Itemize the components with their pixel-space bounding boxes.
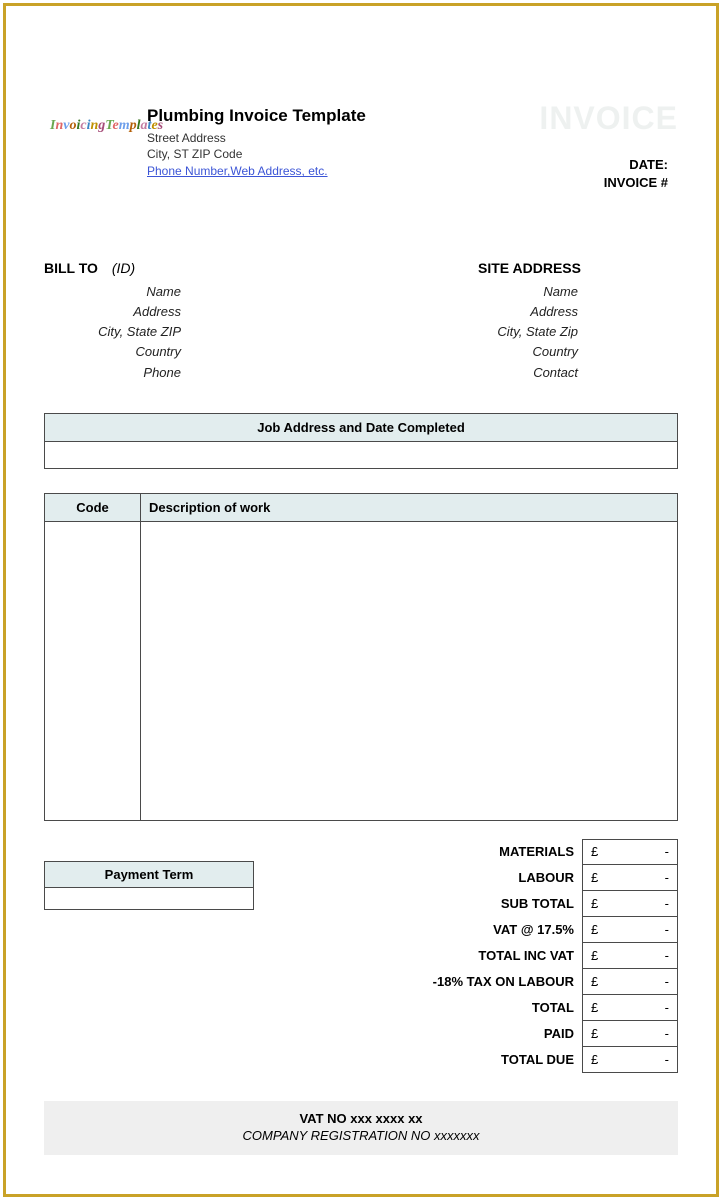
invoice-number-label: INVOICE # — [604, 174, 668, 192]
bill-to-heading: BILL TO (ID) — [44, 260, 341, 276]
bill-to-address: Address — [44, 302, 181, 322]
bill-to-phone: Phone — [44, 363, 181, 383]
currency-symbol: £ — [591, 896, 598, 911]
site-address-block: SITE ADDRESS Name Address City, State Zi… — [381, 260, 678, 383]
company-address-2: City, ST ZIP Code — [147, 146, 407, 162]
invoice-meta: DATE: INVOICE # — [604, 156, 668, 191]
totals-cell: £- — [582, 943, 678, 969]
totals-cell: £- — [582, 865, 678, 891]
currency-symbol: £ — [591, 1000, 598, 1015]
vat-no: VAT NO xxx xxxx xx — [44, 1111, 678, 1126]
totals-cell: £- — [582, 1047, 678, 1073]
totals-cell: £- — [582, 969, 678, 995]
work-table: Code Description of work — [44, 493, 678, 821]
footer-box: VAT NO xxx xxxx xx COMPANY REGISTRATION … — [44, 1101, 678, 1155]
totals-row: TOTAL INC VAT£- — [348, 943, 678, 969]
site-country: Country — [381, 342, 578, 362]
totals-row: TOTAL DUE£- — [348, 1047, 678, 1073]
totals-value: - — [665, 1000, 669, 1015]
work-col-code: Code — [45, 494, 141, 820]
bill-to-lines: Name Address City, State ZIP Country Pho… — [44, 282, 341, 383]
company-contact-link[interactable]: Phone Number,Web Address, etc. — [147, 164, 328, 178]
bill-to-country: Country — [44, 342, 181, 362]
totals-label: LABOUR — [348, 865, 582, 891]
totals-row: VAT @ 17.5%£- — [348, 917, 678, 943]
totals-table: MATERIALS£-LABOUR£-SUB TOTAL£-VAT @ 17.5… — [348, 839, 678, 1073]
work-col-code-head: Code — [45, 494, 140, 522]
totals-value: - — [665, 896, 669, 911]
totals-row: SUB TOTAL£- — [348, 891, 678, 917]
bill-to-csz: City, State ZIP — [44, 322, 181, 342]
currency-symbol: £ — [591, 948, 598, 963]
lower-section: Payment Term MATERIALS£-LABOUR£-SUB TOTA… — [44, 839, 678, 1073]
totals-cell: £- — [582, 917, 678, 943]
bill-to-heading-text: BILL TO — [44, 260, 98, 276]
company-title: Plumbing Invoice Template — [147, 106, 407, 126]
payment-term-heading: Payment Term — [44, 861, 254, 888]
header: InvoicingTemplates Plumbing Invoice Temp… — [44, 106, 678, 216]
site-csz: City, State Zip — [381, 322, 578, 342]
currency-symbol: £ — [591, 844, 598, 859]
totals-value: - — [665, 844, 669, 859]
totals-value: - — [665, 1052, 669, 1067]
company-block: Plumbing Invoice Template Street Address… — [147, 106, 407, 180]
totals-label: TOTAL DUE — [348, 1047, 582, 1073]
bill-to-id-label: (ID) — [112, 260, 135, 276]
parties-section: BILL TO (ID) Name Address City, State ZI… — [44, 260, 678, 383]
totals-row: -18% TAX ON LABOUR£- — [348, 969, 678, 995]
totals-row: TOTAL£- — [348, 995, 678, 1021]
job-body — [45, 442, 677, 468]
payment-term-body — [44, 888, 254, 910]
totals-row: LABOUR£- — [348, 865, 678, 891]
totals-cell: £- — [582, 1021, 678, 1047]
company-reg-no: COMPANY REGISTRATION NO xxxxxxx — [44, 1128, 678, 1143]
totals-label: -18% TAX ON LABOUR — [348, 969, 582, 995]
work-col-desc: Description of work — [141, 494, 677, 820]
bill-to-name: Name — [44, 282, 181, 302]
totals-label: TOTAL — [348, 995, 582, 1021]
site-contact: Contact — [381, 363, 578, 383]
date-label: DATE: — [604, 156, 668, 174]
site-lines: Name Address City, State Zip Country Con… — [381, 282, 678, 383]
job-heading: Job Address and Date Completed — [45, 414, 677, 442]
job-section: Job Address and Date Completed — [44, 413, 678, 469]
invoice-content: InvoicingTemplates Plumbing Invoice Temp… — [6, 6, 716, 1185]
bill-to-block: BILL TO (ID) Name Address City, State ZI… — [44, 260, 341, 383]
site-heading: SITE ADDRESS — [381, 260, 678, 276]
currency-symbol: £ — [591, 974, 598, 989]
page-border: InvoicingTemplates Plumbing Invoice Temp… — [3, 3, 719, 1197]
currency-symbol: £ — [591, 1026, 598, 1041]
currency-symbol: £ — [591, 922, 598, 937]
totals-value: - — [665, 948, 669, 963]
totals-cell: £- — [582, 839, 678, 865]
totals-value: - — [665, 922, 669, 937]
totals-value: - — [665, 974, 669, 989]
totals-cell: £- — [582, 891, 678, 917]
totals-row: PAID£- — [348, 1021, 678, 1047]
totals-label: PAID — [348, 1021, 582, 1047]
totals-label: VAT @ 17.5% — [348, 917, 582, 943]
company-address-1: Street Address — [147, 130, 407, 146]
totals-label: TOTAL INC VAT — [348, 943, 582, 969]
invoice-watermark: INVOICE — [539, 100, 678, 137]
totals-cell: £- — [582, 995, 678, 1021]
currency-symbol: £ — [591, 870, 598, 885]
site-name: Name — [381, 282, 578, 302]
totals-label: SUB TOTAL — [348, 891, 582, 917]
currency-symbol: £ — [591, 1052, 598, 1067]
totals-value: - — [665, 870, 669, 885]
totals-row: MATERIALS£- — [348, 839, 678, 865]
work-col-desc-head: Description of work — [141, 494, 677, 522]
site-address: Address — [381, 302, 578, 322]
payment-term-box: Payment Term — [44, 861, 254, 1073]
totals-value: - — [665, 1026, 669, 1041]
totals-label: MATERIALS — [348, 839, 582, 865]
